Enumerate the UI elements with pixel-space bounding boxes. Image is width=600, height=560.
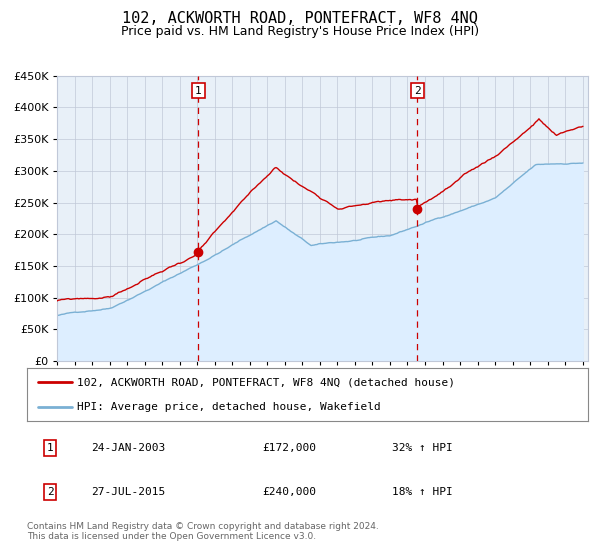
Text: 24-JAN-2003: 24-JAN-2003 (92, 443, 166, 453)
Text: 32% ↑ HPI: 32% ↑ HPI (392, 443, 452, 453)
Text: 2: 2 (414, 86, 421, 96)
Text: HPI: Average price, detached house, Wakefield: HPI: Average price, detached house, Wake… (77, 402, 381, 412)
Text: Contains HM Land Registry data © Crown copyright and database right 2024.
This d: Contains HM Land Registry data © Crown c… (27, 522, 379, 542)
Text: 2: 2 (47, 487, 53, 497)
Text: 1: 1 (195, 86, 202, 96)
Text: 102, ACKWORTH ROAD, PONTEFRACT, WF8 4NQ (detached house): 102, ACKWORTH ROAD, PONTEFRACT, WF8 4NQ … (77, 377, 455, 388)
Text: 18% ↑ HPI: 18% ↑ HPI (392, 487, 452, 497)
Text: 1: 1 (47, 443, 53, 453)
Text: Price paid vs. HM Land Registry's House Price Index (HPI): Price paid vs. HM Land Registry's House … (121, 25, 479, 38)
Text: £240,000: £240,000 (263, 487, 317, 497)
Text: 102, ACKWORTH ROAD, PONTEFRACT, WF8 4NQ: 102, ACKWORTH ROAD, PONTEFRACT, WF8 4NQ (122, 11, 478, 26)
Text: 27-JUL-2015: 27-JUL-2015 (92, 487, 166, 497)
Text: £172,000: £172,000 (263, 443, 317, 453)
